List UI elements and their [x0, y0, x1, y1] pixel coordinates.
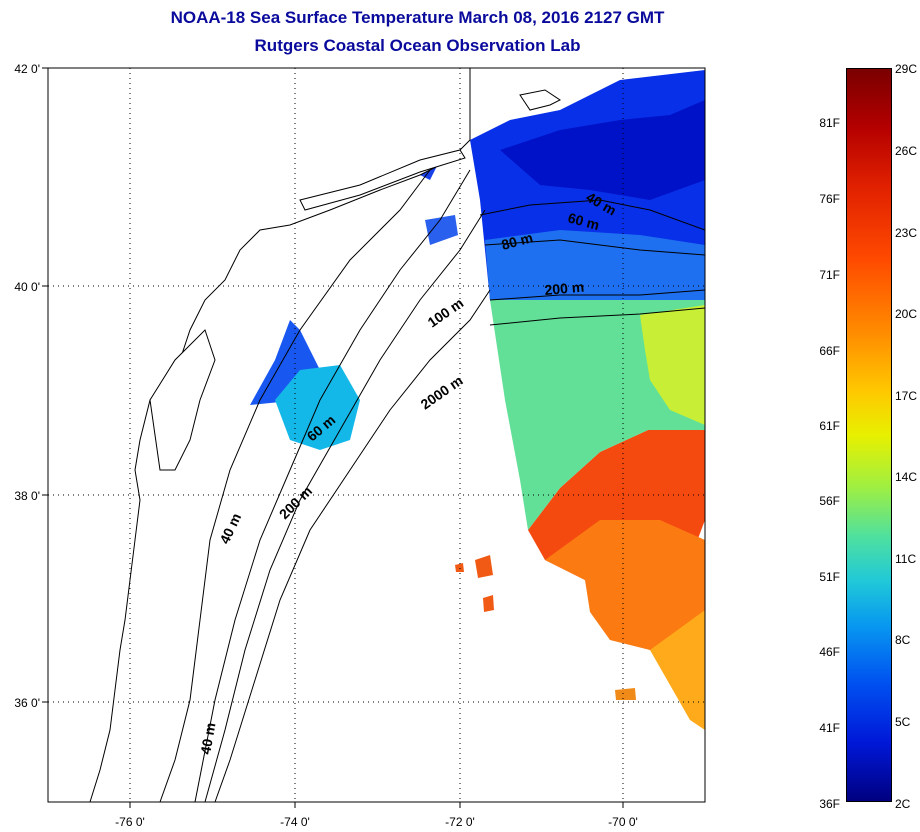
- colorbar-c-label: 11C: [895, 552, 917, 566]
- lon-label: -76 0': [115, 815, 145, 829]
- colorbar-c-label: 14C: [895, 470, 918, 484]
- small-blue-patch-2: [425, 215, 458, 245]
- long-island: [299, 149, 466, 211]
- contour-label: 60 m: [566, 209, 601, 233]
- map-frame: [47, 67, 706, 803]
- contour-line: [484, 239, 705, 256]
- colorbar-c-label: 23C: [895, 226, 918, 240]
- coastline-layer: [48, 68, 561, 802]
- coastline: [48, 68, 471, 802]
- colorbar-f-label: 81F: [819, 116, 840, 130]
- lon-label: -74 0': [280, 815, 310, 829]
- lon-label: -72 0': [445, 815, 475, 829]
- colorbar-c-label: 2C: [895, 797, 911, 811]
- contour-line: [489, 289, 705, 301]
- colorbar-f-label: 66F: [819, 344, 840, 358]
- orange-speck-4: [615, 688, 636, 700]
- lat-label: 40 0': [14, 280, 40, 294]
- lon-label: -70 0': [608, 815, 638, 829]
- temperature-colorbar: [846, 68, 892, 802]
- map-subtitle: Rutgers Coastal Ocean Observation Lab: [254, 36, 581, 55]
- delmarva-peninsula: [149, 329, 216, 471]
- lat-label: 42 0': [14, 62, 40, 76]
- dark-blue-patch: [500, 100, 705, 200]
- colorbar-c-label: 17C: [895, 389, 918, 403]
- contour-line: [204, 209, 486, 802]
- colorbar-c-label: 29C: [895, 62, 918, 76]
- colorbar-f-label: 51F: [819, 570, 840, 584]
- map-title: NOAA-18 Sea Surface Temperature March 08…: [170, 8, 665, 27]
- colorbar-f-label: 41F: [819, 721, 840, 735]
- colorbar-f-label: 36F: [819, 797, 840, 811]
- orange-speck-2: [455, 563, 464, 572]
- orange-yellow-patch: [650, 610, 705, 730]
- colorbar-f-label: 71F: [819, 268, 840, 282]
- contour-line: [489, 307, 705, 326]
- colorbar-c-label: 8C: [895, 633, 911, 647]
- contour-label: 40 m: [197, 721, 218, 755]
- contour-line: [479, 199, 705, 231]
- contour-label: 100 m: [425, 295, 467, 331]
- colorbar-c-label: 26C: [895, 144, 918, 158]
- contour-line: [159, 169, 431, 802]
- contour-label: 40 m: [216, 511, 244, 547]
- contour-line: [214, 289, 491, 802]
- bathymetry-contours: [159, 169, 705, 802]
- contour-line: [194, 169, 471, 802]
- orange-speck: [475, 555, 493, 578]
- colorbar-f-label: 46F: [819, 645, 840, 659]
- nearshore-cyan-patch: [275, 365, 360, 450]
- colorbar-f-label: 76F: [819, 192, 840, 206]
- mid-blue-band: [485, 230, 705, 300]
- orange-speck-3: [483, 595, 494, 612]
- contour-label: 200 m: [544, 279, 585, 298]
- yellow-green-filament: [640, 305, 705, 425]
- axis-ticks: [42, 67, 624, 808]
- colorbar-f-label: 61F: [819, 419, 840, 433]
- lat-label: 36 0': [14, 696, 40, 710]
- colorbar-c-label: 5C: [895, 715, 911, 729]
- lat-label: 38 0': [14, 489, 40, 503]
- contour-label: 2000 m: [418, 372, 466, 412]
- colorbar-f-label: 56F: [819, 494, 840, 508]
- cape-cod: [519, 89, 561, 111]
- colorbar-c-label: 20C: [895, 307, 918, 321]
- contour-label: 80 m: [500, 229, 535, 253]
